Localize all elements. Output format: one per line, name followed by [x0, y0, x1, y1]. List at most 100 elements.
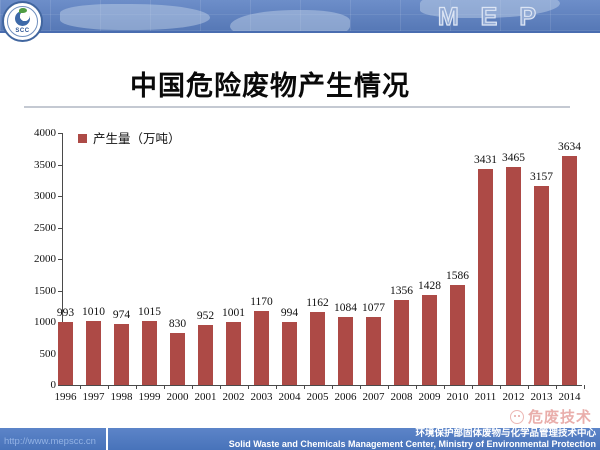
bar-value-label: 994: [280, 307, 299, 320]
bar-value-label: 952: [196, 310, 215, 323]
bar-value-label: 993: [56, 307, 75, 320]
y-tick: [58, 227, 62, 229]
bar-value-label: 1001: [222, 306, 245, 319]
logo-text: SCC: [15, 28, 30, 34]
bar-value-label: 1077: [362, 302, 385, 315]
bar-value-label: 3157: [530, 171, 553, 184]
x-tick-label: 1999: [138, 391, 161, 403]
bar: [422, 295, 437, 385]
x-tick: [191, 385, 193, 389]
watermark: 危废技术: [509, 406, 592, 427]
x-tick-label: 2003: [250, 391, 273, 403]
y-tick-label: 2000: [34, 253, 56, 265]
x-tick: [387, 385, 389, 389]
bar-value-label: 974: [112, 308, 131, 321]
bar: [394, 299, 409, 385]
x-tick: [247, 385, 249, 389]
x-tick-label: 2014: [558, 391, 581, 403]
y-tick: [58, 133, 62, 134]
footer-organization: 环境保护部固体废物与化学品管理技术中心 Solid Waste and Chem…: [228, 428, 596, 450]
bar: [142, 321, 157, 385]
x-tick: [135, 385, 137, 389]
x-tick: [471, 385, 473, 389]
x-tick-label: 2012: [502, 391, 525, 403]
x-tick: [219, 385, 221, 389]
bar-value-label: 1015: [138, 306, 161, 319]
bar: [254, 311, 269, 385]
bar: [562, 156, 577, 385]
x-tick: [583, 385, 585, 389]
bar-value-label: 1162: [306, 296, 329, 309]
x-tick: [527, 385, 529, 389]
x-tick-label: 2010: [446, 391, 469, 403]
x-tick-label: 2005: [306, 391, 329, 403]
footer-org-chinese: 环境保护部固体废物与化学品管理技术中心: [415, 428, 596, 439]
map-grid-decoration: [0, 0, 600, 31]
bar: [310, 311, 325, 385]
bar-value-label: 1084: [334, 301, 357, 314]
y-tick: [58, 385, 62, 386]
bar-value-label: 830: [168, 317, 187, 330]
x-tick: [163, 385, 165, 389]
legend-swatch: [78, 134, 87, 143]
mep-brand-text: MEP: [437, 2, 558, 31]
footer-url: http://www.mepscc.cn: [4, 436, 96, 447]
x-tick: [415, 385, 417, 389]
x-tick: [107, 385, 109, 389]
y-tick-label: 3000: [34, 190, 56, 202]
bar-value-label: 1428: [418, 280, 441, 293]
map-shape-decoration: [60, 4, 210, 30]
y-tick-label: 1000: [34, 316, 56, 328]
y-tick-label: 0: [50, 379, 57, 391]
page-title: 中国危险废物产生情况: [130, 71, 410, 101]
legend-label: 产生量（万吨）: [93, 132, 181, 146]
x-tick-label: 2011: [474, 391, 497, 403]
y-tick-label: 3500: [34, 158, 56, 171]
x-tick: [555, 385, 557, 389]
bar: [86, 321, 101, 385]
footer-org-english: Solid Waste and Chemicals Management Cen…: [228, 439, 596, 449]
x-tick-label: 2001: [194, 391, 217, 403]
bar: [338, 316, 353, 385]
scc-logo: SCC: [2, 1, 43, 42]
y-tick: [58, 164, 62, 166]
footer-bar: http://www.mepscc.cn 环境保护部固体废物与化学品管理技术中心…: [0, 428, 600, 450]
x-tick: [443, 385, 445, 389]
bar-value-label: 1586: [446, 270, 469, 283]
bar: [478, 168, 493, 385]
y-tick: [58, 259, 62, 260]
x-tick-label: 2013: [530, 391, 553, 403]
bar: [534, 186, 549, 385]
x-tick-label: 1998: [110, 391, 133, 403]
bar: [114, 323, 129, 385]
x-tick: [275, 385, 277, 389]
y-tick: [58, 196, 62, 197]
bar: [506, 166, 521, 385]
map-shape-decoration: [420, 0, 560, 18]
x-tick: [79, 385, 81, 389]
footer-divider: [106, 428, 108, 450]
x-tick-label: 2004: [278, 391, 301, 403]
y-axis-line: [62, 133, 63, 385]
x-tick: [359, 385, 361, 389]
bar-value-label: 1010: [82, 306, 105, 319]
x-tick-label: 2000: [166, 391, 189, 403]
y-tick-label: 4000: [34, 127, 56, 139]
x-tick: [303, 385, 305, 389]
x-tick-label: 2009: [418, 391, 441, 403]
x-tick-label: 1996: [54, 391, 77, 403]
title-underline: [24, 106, 570, 108]
bar-value-label: 1356: [390, 284, 413, 297]
x-tick-label: 2002: [222, 391, 245, 403]
x-tick: [499, 385, 501, 389]
x-tick-label: 2006: [334, 391, 357, 403]
bar-value-label: 1170: [250, 296, 273, 309]
logo-leaf-icon: [19, 8, 27, 13]
x-tick-label: 1997: [82, 391, 105, 403]
map-shape-decoration: [230, 10, 350, 31]
bar-value-label: 3431: [474, 153, 497, 166]
watermark-icon: [509, 409, 524, 424]
bar: [282, 322, 297, 385]
